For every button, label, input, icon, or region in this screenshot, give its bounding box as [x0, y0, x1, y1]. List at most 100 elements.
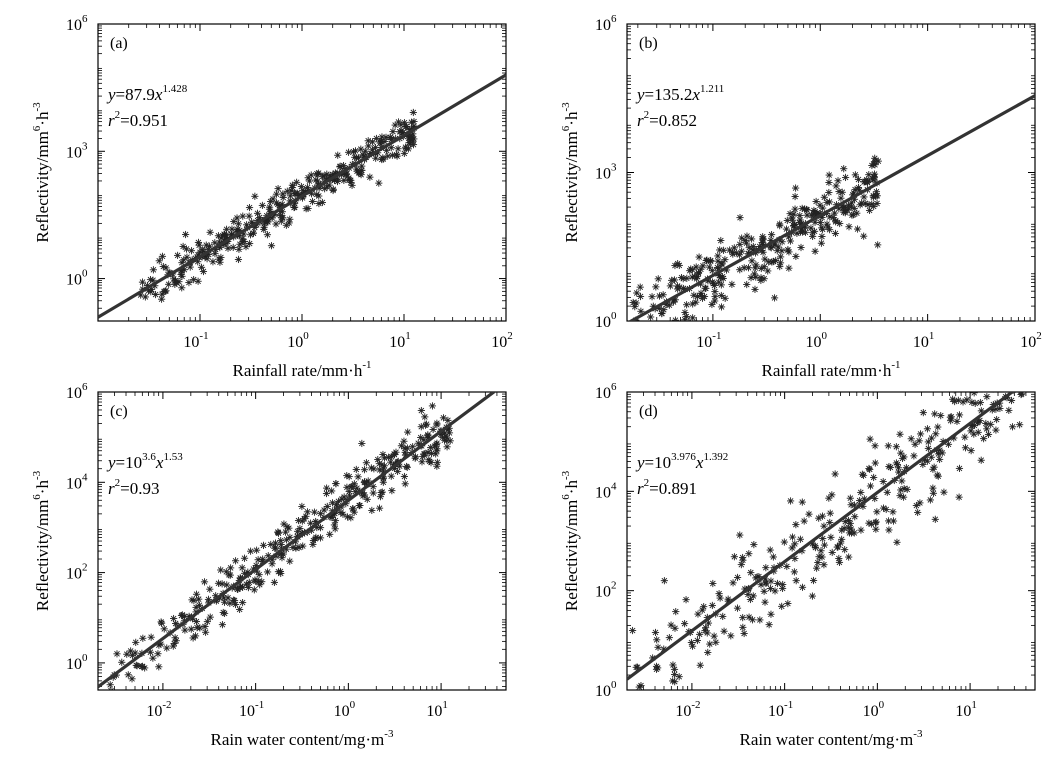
y-axis-label: Reflectivity/mm6·h-3: [31, 470, 52, 611]
data-point: [195, 596, 202, 603]
data-point: [827, 510, 834, 517]
data-point: [872, 459, 879, 466]
data-point: [818, 233, 825, 240]
data-point: [812, 248, 819, 255]
data-point: [911, 441, 918, 448]
data-point: [157, 618, 164, 625]
data-point: [851, 513, 858, 520]
data-point: [953, 418, 960, 425]
data-point: [666, 634, 673, 641]
data-point: [711, 293, 718, 300]
data-point: [215, 580, 222, 587]
data-point: [873, 518, 880, 525]
data-point: [819, 204, 826, 211]
data-point: [871, 442, 878, 449]
data-point: [904, 486, 911, 493]
data-point: [375, 180, 382, 187]
data-point: [834, 544, 841, 551]
data-point: [312, 535, 319, 542]
data-point: [201, 578, 208, 585]
x-tick-label: 10-1: [696, 330, 721, 351]
data-point: [832, 230, 839, 237]
data-point: [155, 663, 162, 670]
data-point: [873, 508, 880, 515]
data-point: [361, 466, 368, 473]
data-point: [985, 431, 992, 438]
data-point: [646, 691, 653, 698]
data-point: [277, 568, 284, 575]
data-point: [631, 303, 638, 310]
data-point: [697, 662, 704, 669]
data-point: [890, 517, 897, 524]
data-point: [1018, 374, 1025, 381]
data-point: [961, 434, 968, 441]
data-point: [692, 299, 699, 306]
data-point: [832, 470, 839, 477]
y-tick-label: 100: [66, 268, 88, 289]
data-point: [389, 128, 396, 135]
data-point: [837, 195, 844, 202]
data-point: [396, 128, 403, 135]
x-tick-label: 100: [806, 330, 828, 351]
data-point: [718, 281, 725, 288]
data-point: [699, 262, 706, 269]
data-point: [272, 220, 279, 227]
data-point: [897, 486, 904, 493]
data-point: [378, 156, 385, 163]
data-point: [353, 466, 360, 473]
data-point: [934, 471, 941, 478]
data-point: [871, 170, 878, 177]
data-point: [246, 204, 253, 211]
data-point: [671, 262, 678, 269]
data-point: [768, 231, 775, 238]
data-point: [253, 547, 260, 554]
data-point: [683, 301, 690, 308]
data-point: [916, 437, 923, 444]
y-tick-label: 104: [595, 480, 617, 501]
data-point: [717, 237, 724, 244]
data-point: [727, 632, 734, 639]
data-point: [838, 527, 845, 534]
data-point: [632, 338, 639, 345]
data-point: [871, 155, 878, 162]
data-point: [1026, 351, 1033, 358]
data-point: [929, 466, 936, 473]
data-point: [989, 364, 996, 371]
data-point: [417, 434, 424, 441]
data-point: [341, 493, 348, 500]
data-point: [227, 564, 234, 571]
data-point: [162, 288, 169, 295]
data-point: [826, 171, 833, 178]
data-point: [916, 499, 923, 506]
data-point: [1015, 359, 1022, 366]
data-point: [261, 224, 268, 231]
data-point: [260, 542, 267, 549]
data-point: [866, 436, 873, 443]
data-point: [855, 176, 862, 183]
data-point: [719, 260, 726, 267]
data-point: [834, 177, 841, 184]
fit-equation: y=87.9x1.428: [106, 83, 188, 104]
data-point: [813, 198, 820, 205]
data-point: [745, 550, 752, 557]
data-point: [433, 440, 440, 447]
fit-equation: y=103.976x1.392: [635, 451, 728, 472]
data-point: [835, 188, 842, 195]
data-point: [743, 281, 750, 288]
data-point: [720, 628, 727, 635]
data-point: [160, 263, 167, 270]
data-point: [676, 673, 683, 680]
data-point: [784, 246, 791, 253]
data-point: [796, 212, 803, 219]
x-tick-label: 100: [334, 699, 356, 720]
data-point: [838, 536, 845, 543]
data-point: [778, 603, 785, 610]
data-point: [729, 579, 736, 586]
data-point: [202, 629, 209, 636]
data-point: [1016, 421, 1023, 428]
data-point: [982, 380, 989, 387]
data-point: [358, 440, 365, 447]
data-point: [658, 310, 665, 317]
data-point: [917, 430, 924, 437]
data-point: [334, 152, 341, 159]
